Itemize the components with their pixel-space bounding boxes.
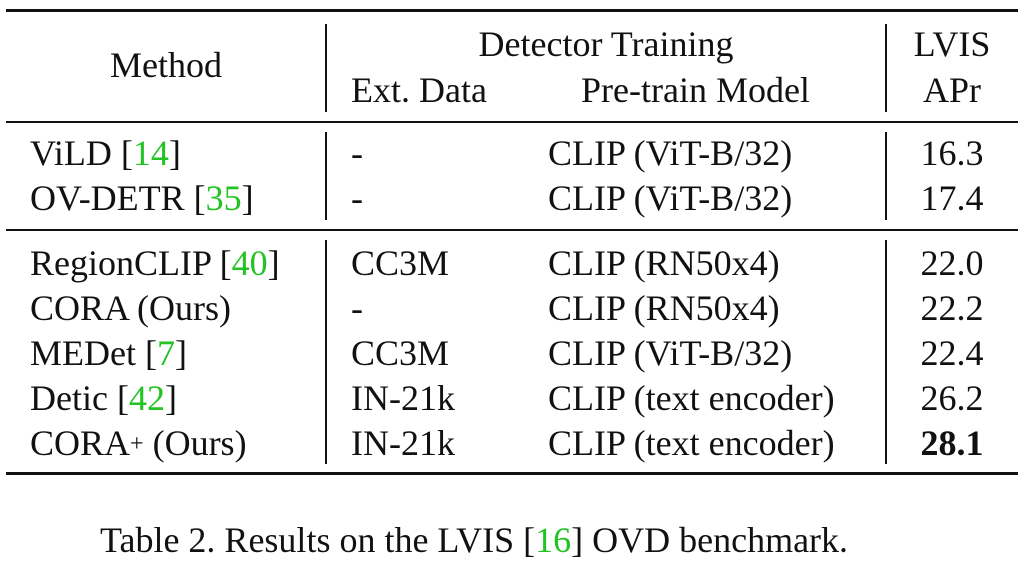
table-row-ext: IN-21k <box>351 378 455 418</box>
table-row-apr: 16.3 <box>920 133 984 173</box>
table-row-ext: CC3M <box>351 333 450 373</box>
header-ext-data: Ext. Data <box>351 70 487 110</box>
group-separator-rule <box>6 229 1018 231</box>
table-row-apr-best: 28.1 <box>920 423 984 463</box>
citation-link[interactable]: 35 <box>205 178 242 218</box>
table-row-apr: 17.4 <box>920 178 984 218</box>
table-row-method: Detic [42] <box>30 378 177 418</box>
table-top-rule <box>6 9 1018 12</box>
table-row-ext: IN-21k <box>351 423 455 463</box>
header-method: Method <box>110 45 222 85</box>
column-divider-right <box>885 24 887 112</box>
header-detector-training: Detector Training <box>478 24 734 64</box>
table-row-model: CLIP (ViT-B/32) <box>548 178 793 218</box>
table-row-ext: - <box>351 133 363 173</box>
table-row-model: CLIP (RN50x4) <box>548 243 780 283</box>
table-caption: Table 2. Results on the LVIS [16] OVD be… <box>100 520 849 560</box>
column-divider-right <box>885 132 887 220</box>
table-row-method: OV-DETR [35] <box>30 178 254 218</box>
table-row-ext: - <box>351 288 363 328</box>
table-row-apr: 22.0 <box>920 243 984 283</box>
column-divider-left <box>325 132 327 220</box>
column-divider-left <box>325 24 327 112</box>
table-row-model: CLIP (ViT-B/32) <box>548 133 793 173</box>
superscript-plus: + <box>130 431 144 457</box>
table-row-ext: - <box>351 178 363 218</box>
table-row-model: CLIP (RN50x4) <box>548 288 780 328</box>
citation-link[interactable]: 7 <box>156 333 175 373</box>
citation-link[interactable]: 16 <box>535 520 572 560</box>
table-row-model: CLIP (ViT-B/32) <box>548 333 793 373</box>
table-bottom-rule <box>6 472 1018 475</box>
table-row-ext: CC3M <box>351 243 450 283</box>
citation-link[interactable]: 42 <box>128 378 165 418</box>
table-row-apr: 22.4 <box>920 333 984 373</box>
table-row-method: CORA (Ours) <box>30 288 232 328</box>
table-row-apr: 26.2 <box>920 378 984 418</box>
table-row-model: CLIP (text encoder) <box>548 378 835 418</box>
header-lvis: LVIS <box>913 24 991 64</box>
citation-link[interactable]: 14 <box>132 133 169 173</box>
table-row-method: MEDet [7] <box>30 333 187 373</box>
citation-link[interactable]: 40 <box>231 243 268 283</box>
header-bottom-rule <box>6 121 1018 123</box>
column-divider-left <box>325 240 327 464</box>
table-row-method: RegionCLIP [40] <box>30 243 280 283</box>
column-divider-right <box>885 240 887 464</box>
table-row-method: CORA+ (Ours) <box>30 423 247 463</box>
table-row-model: CLIP (text encoder) <box>548 423 835 463</box>
header-apr: APr <box>922 70 982 110</box>
table-row-method: ViLD [14] <box>30 133 181 173</box>
table-row-apr: 22.2 <box>920 288 984 328</box>
header-pretrain-model: Pre-train Model <box>581 70 810 110</box>
